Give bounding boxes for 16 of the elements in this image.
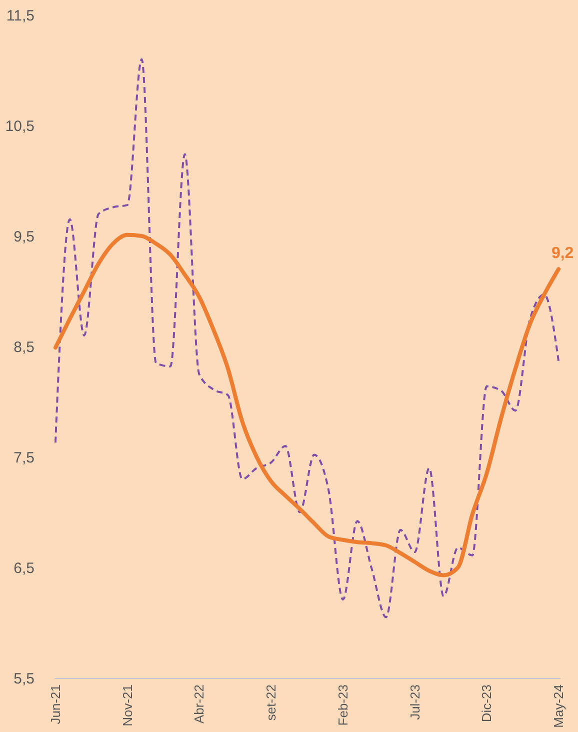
y-tick-label: 6,5 [14, 560, 34, 577]
y-tick-label: 10,5 [5, 118, 34, 135]
x-tick-label: Dic-23 [479, 684, 494, 722]
y-tick-label: 7,5 [14, 450, 34, 466]
data-label: 9,2 [551, 245, 574, 262]
y-tick-label: 11,5 [6, 8, 34, 24]
x-tick-label: Feb-23 [335, 684, 350, 726]
y-tick-label: 9,5 [14, 228, 34, 246]
x-tick-label: May-24 [551, 684, 566, 728]
y-tick-label: 5,5 [14, 670, 34, 688]
x-tick-label: Nov-21 [120, 684, 135, 726]
x-tick-label: set-22 [264, 684, 279, 721]
x-tick-label: Jul-23 [407, 684, 422, 720]
y-tick-label: 8,5 [14, 339, 34, 356]
x-tick-label: Abr-22 [192, 684, 207, 724]
x-tick-label: Jun-21 [48, 684, 63, 724]
